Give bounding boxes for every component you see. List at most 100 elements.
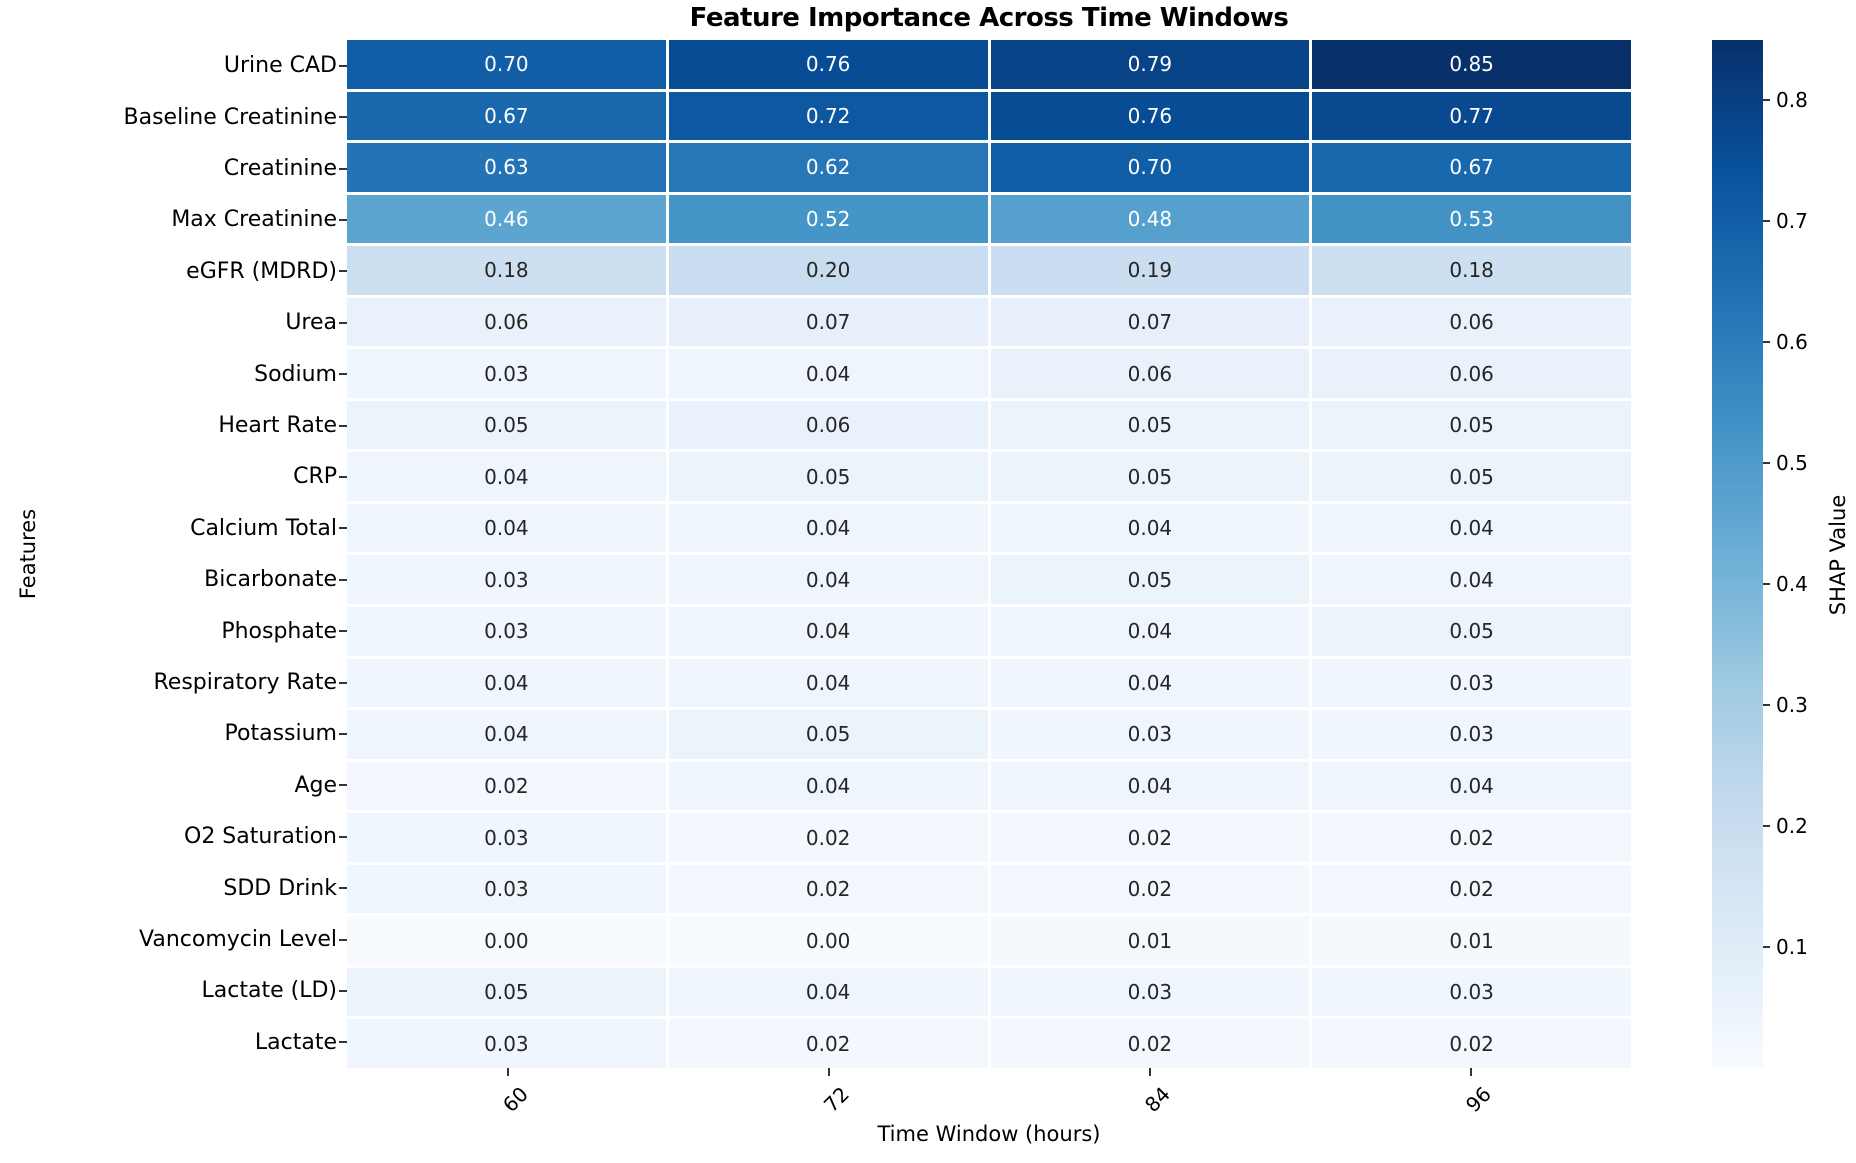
colorbar-tick-mark: [1763, 704, 1770, 707]
heatmap-cell: 0.76: [668, 40, 988, 89]
y-tick-mark: [339, 424, 347, 427]
y-tick-mark: [339, 732, 347, 735]
heatmap-cell: 0.04: [990, 607, 1310, 656]
x-tick-label: 72: [818, 1082, 854, 1117]
heatmap-cell: 0.85: [1312, 40, 1631, 89]
heatmap-cell: 0.19: [990, 246, 1310, 295]
heatmap-cell: 0.04: [668, 349, 988, 398]
heatmap-cell: 0.67: [347, 91, 666, 141]
colorbar-tick-label: 0.4: [1776, 572, 1808, 597]
y-tick-mark: [339, 578, 347, 581]
heatmap-cell: 0.53: [1312, 194, 1631, 244]
heatmap-cell: 0.05: [990, 452, 1310, 501]
heatmap-cell: 0.70: [990, 143, 1310, 192]
heatmap-cell: 0.02: [990, 813, 1310, 862]
y-tick-mark: [339, 64, 347, 67]
y-tick-mark: [339, 989, 347, 992]
y-tick-label: Baseline Creatinine: [123, 104, 337, 130]
heatmap-cell: 0.03: [990, 967, 1310, 1017]
x-axis-label: Time Window (hours): [877, 1122, 1101, 1146]
heatmap-cell: 0.04: [1312, 761, 1631, 811]
colorbar-tick-label: 0.7: [1776, 209, 1808, 234]
heatmap-cell: 0.04: [347, 503, 666, 553]
y-tick-mark: [339, 938, 347, 941]
colorbar-tick-mark: [1763, 99, 1770, 102]
heatmap-cell: 0.04: [990, 503, 1310, 553]
heatmap-cell: 0.04: [1312, 503, 1631, 553]
heatmap-cell: 0.03: [347, 349, 666, 398]
y-tick-mark: [339, 784, 347, 787]
y-tick-mark: [339, 681, 347, 684]
y-tick-label: CRP: [293, 464, 337, 490]
heatmap-grid: 0.70 0.76 0.79 0.85 0.67 0.72 0.76 0.77 0.63 0.62…: [347, 40, 1631, 1068]
heatmap-cell: 0.03: [347, 607, 666, 656]
heatmap-cell: 0.62: [668, 143, 988, 192]
heatmap-cell: 0.06: [347, 297, 666, 347]
y-tick-label: O2 Saturation: [184, 824, 337, 850]
y-axis-label: Features: [16, 508, 40, 600]
colorbar-tick-mark: [1763, 946, 1770, 949]
y-tick-label: Age: [294, 772, 337, 798]
y-tick-label: Sodium: [254, 361, 337, 387]
y-tick-mark: [339, 630, 347, 633]
heatmap-cell: 0.04: [347, 452, 666, 501]
x-tick-label: 84: [1139, 1082, 1175, 1117]
heatmap-cell: 0.07: [668, 297, 988, 347]
colorbar-tick-mark: [1763, 462, 1770, 465]
heatmap-cell: 0.77: [1312, 91, 1631, 141]
heatmap-cell: 0.02: [990, 1019, 1310, 1068]
x-tick-label: 60: [497, 1082, 533, 1117]
colorbar-tick-mark: [1763, 583, 1770, 586]
y-tick-mark: [339, 321, 347, 324]
heatmap-cell: 0.03: [347, 555, 666, 605]
heatmap-cell: 0.04: [347, 710, 666, 759]
heatmap-cell: 0.04: [1312, 555, 1631, 605]
heatmap-cell: 0.03: [347, 1019, 666, 1068]
x-tick-mark: [1148, 1068, 1151, 1076]
y-tick-mark: [339, 373, 347, 376]
y-tick-mark: [339, 527, 347, 530]
x-tick-mark: [506, 1068, 509, 1076]
y-tick-label: Phosphate: [221, 618, 337, 644]
heatmap-cell: 0.02: [1312, 813, 1631, 862]
colorbar-tick-mark: [1763, 220, 1770, 223]
y-tick-mark: [339, 475, 347, 478]
heatmap-cell: 0.04: [990, 761, 1310, 811]
heatmap-cell: 0.01: [990, 916, 1310, 965]
heatmap-cell: 0.79: [990, 40, 1310, 89]
y-tick-mark: [339, 167, 347, 170]
heatmap-cell: 0.06: [990, 349, 1310, 398]
heatmap-cell: 0.05: [990, 555, 1310, 605]
y-tick-label: Potassium: [224, 721, 337, 747]
heatmap-cell: 0.70: [347, 40, 666, 89]
heatmap-cell: 0.05: [1312, 400, 1631, 450]
heatmap-cell: 0.04: [668, 658, 988, 708]
y-tick-mark: [339, 270, 347, 273]
colorbar-tick-mark: [1763, 825, 1770, 828]
y-tick-label: Urea: [285, 310, 337, 336]
heatmap-cell: 0.04: [990, 658, 1310, 708]
heatmap-cell: 0.02: [668, 864, 988, 914]
heatmap-cell: 0.02: [990, 864, 1310, 914]
colorbar-tick-label: 0.3: [1776, 693, 1808, 718]
heatmap-cell: 0.00: [347, 916, 666, 965]
heatmap-cell: 0.18: [347, 246, 666, 295]
colorbar-tick-label: 0.5: [1776, 451, 1808, 476]
heatmap-cell: 0.20: [668, 246, 988, 295]
heatmap-cell: 0.46: [347, 194, 666, 244]
heatmap-cell: 0.04: [668, 607, 988, 656]
heatmap-cell: 0.02: [1312, 864, 1631, 914]
y-tick-label: SDD Drink: [223, 875, 337, 901]
heatmap-cell: 0.05: [668, 710, 988, 759]
heatmap-cell: 0.02: [668, 1019, 988, 1068]
heatmap-cell: 0.72: [668, 91, 988, 141]
colorbar-label: SHAP Value: [1826, 494, 1850, 616]
heatmap-cell: 0.06: [1312, 297, 1631, 347]
heatmap-cell: 0.07: [990, 297, 1310, 347]
y-tick-mark: [339, 887, 347, 890]
heatmap-cell: 0.06: [1312, 349, 1631, 398]
x-tick-mark: [827, 1068, 830, 1076]
heatmap-cell: 0.76: [990, 91, 1310, 141]
heatmap-cell: 0.04: [668, 967, 988, 1017]
heatmap-cell: 0.04: [668, 761, 988, 811]
